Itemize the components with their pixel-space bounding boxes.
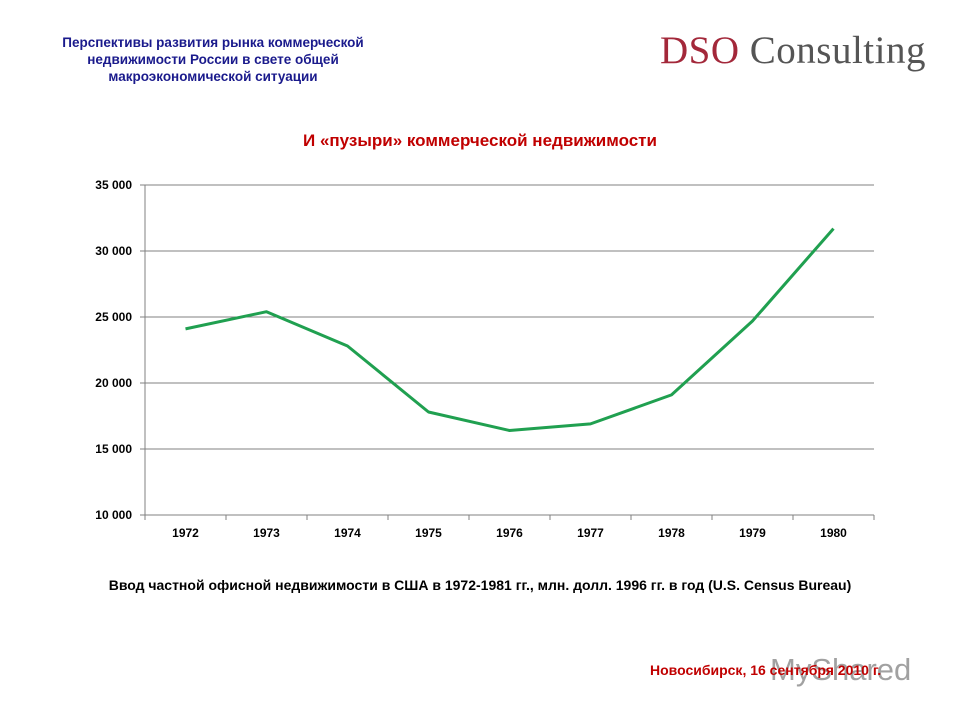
watermark: MyShared (770, 652, 912, 687)
data-series-line (185, 227, 835, 432)
x-tick-label: 1972 (172, 526, 199, 540)
y-tick-label: 25 000 (95, 310, 132, 324)
company-logo: DSO Consulting (660, 28, 926, 73)
footer-location-date: Новосибирск, 16 сентября 2010 г. (650, 662, 882, 678)
x-tick-label: 1974 (334, 526, 361, 540)
chart-caption: Ввод частной офисной недвижимости в США … (108, 577, 852, 593)
x-tick-label: 1977 (577, 526, 604, 540)
y-tick-label: 15 000 (95, 442, 132, 456)
x-tick-label: 1980 (820, 526, 847, 540)
presentation-title-line: Перспективы развития рынка коммерческой (62, 35, 364, 50)
x-tick-label: 1976 (496, 526, 523, 540)
logo-consulting: Consulting (739, 29, 926, 72)
presentation-title-line: недвижимости России в свете общей (87, 52, 339, 67)
x-tick-label: 1978 (658, 526, 685, 540)
chart-title: И «пузыри» коммерческой недвижимости (303, 131, 657, 150)
y-tick-label: 20 000 (95, 376, 132, 390)
x-tick-label: 1975 (415, 526, 442, 540)
y-tick-label: 30 000 (95, 244, 132, 258)
y-tick-label: 10 000 (95, 508, 132, 522)
logo-dso: DSO (660, 29, 740, 72)
x-tick-label: 1973 (253, 526, 280, 540)
x-tick-label: 1979 (739, 526, 766, 540)
presentation-title: Перспективы развития рынка коммерческой … (22, 34, 404, 85)
y-tick-label: 35 000 (95, 178, 132, 192)
presentation-title-line: макроэкономической ситуации (108, 69, 318, 84)
